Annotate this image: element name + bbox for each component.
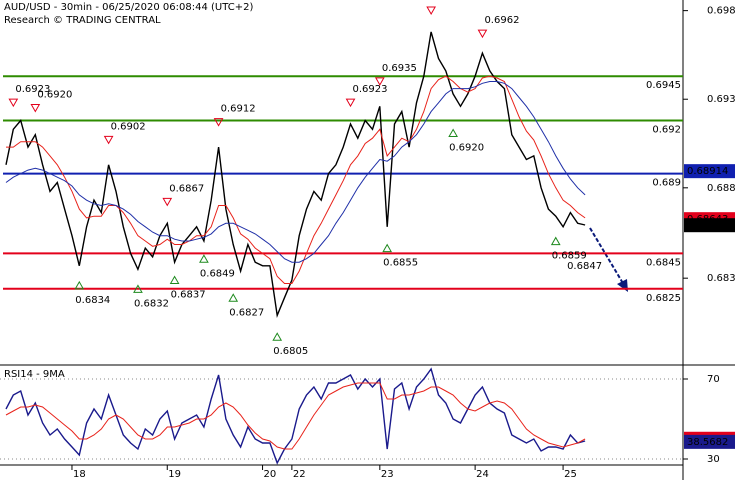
average-line	[5, 81, 586, 263]
average-line	[5, 382, 586, 450]
trough-label: 0.6805	[273, 346, 308, 357]
trough-label: 0.6837	[171, 290, 206, 301]
x-tick-label: 18	[73, 469, 86, 480]
peak-label: 0.6962	[484, 15, 519, 26]
y-tick-label: 0.6982	[707, 6, 735, 17]
peak-label: 0.6975	[433, 0, 468, 3]
x-tick-label: 25	[564, 469, 577, 480]
price-tag	[684, 218, 735, 233]
peak-label: 0.6923	[353, 84, 388, 95]
peak-marker	[426, 6, 437, 16]
average-line	[6, 75, 586, 284]
trough-marker	[169, 275, 180, 285]
y-tick-label: 70	[707, 374, 720, 385]
target-label: 0.6847	[567, 261, 602, 272]
peak-label: 0.6902	[111, 121, 146, 132]
peak-marker	[103, 135, 114, 145]
trough-marker	[228, 293, 239, 302]
price-tag-label: 0.68609	[687, 220, 728, 231]
trough-label: 0.6832	[134, 298, 169, 309]
peak-marker	[30, 103, 41, 113]
level-label: 0.689	[652, 178, 681, 189]
peak-label: 0.6912	[221, 104, 256, 115]
trough-marker	[199, 254, 209, 263]
peak-label: 0.6920	[37, 89, 72, 100]
rsi-title: RSI14 - 9MA	[4, 369, 65, 380]
peak-marker	[162, 197, 173, 207]
chart-subtitle: Research © TRADING CENTRAL	[4, 15, 161, 26]
level-label: 0.6845	[646, 257, 681, 268]
peak-marker	[8, 98, 19, 108]
y-tick-label: 30	[707, 454, 720, 465]
trough-marker	[74, 280, 85, 290]
trough-marker	[448, 128, 458, 137]
trough-marker	[382, 243, 393, 253]
x-tick-label: 20	[264, 469, 277, 480]
level-label: 0.6945	[646, 80, 681, 91]
price-line	[5, 31, 586, 319]
trough-label: 0.6859	[552, 251, 587, 262]
trough-label: 0.6855	[383, 258, 418, 269]
peak-label: 0.6935	[382, 63, 417, 74]
trough-marker	[272, 332, 283, 341]
peak-label: 0.6867	[169, 183, 204, 194]
trough-label: 0.6849	[200, 268, 235, 279]
price-tag-label: 38.5682	[687, 437, 728, 448]
trough-label: 0.6827	[229, 307, 264, 318]
peak-marker	[374, 77, 385, 86]
price-tag-label: 0.68914	[687, 166, 728, 177]
trough-label: 0.6920	[449, 142, 484, 153]
x-tick-label: 24	[476, 469, 489, 480]
y-tick-label: 0.6882	[707, 183, 735, 194]
trough-marker	[133, 284, 143, 293]
price-line	[5, 367, 586, 465]
peak-marker	[213, 118, 224, 127]
level-label: 0.6825	[646, 293, 681, 304]
forecast-arrow	[589, 227, 625, 286]
level-label: 0.692	[652, 124, 681, 135]
y-tick-label: 0.6932	[707, 94, 735, 105]
peak-marker	[345, 98, 356, 108]
chart-title: AUD/USD - 30min - 06/25/2020 06:08:44 (U…	[4, 2, 253, 13]
y-tick-label: 0.6831	[707, 273, 735, 284]
trough-marker	[550, 236, 561, 246]
price-tag	[684, 164, 735, 179]
peak-marker	[477, 29, 488, 39]
x-tick-label: 23	[381, 469, 394, 480]
peak-label: 0.6923	[15, 84, 50, 95]
price-tag	[684, 434, 735, 449]
x-tick-label: 19	[168, 469, 181, 480]
trough-label: 0.6834	[75, 295, 110, 306]
x-tick-label: 22	[293, 469, 306, 480]
